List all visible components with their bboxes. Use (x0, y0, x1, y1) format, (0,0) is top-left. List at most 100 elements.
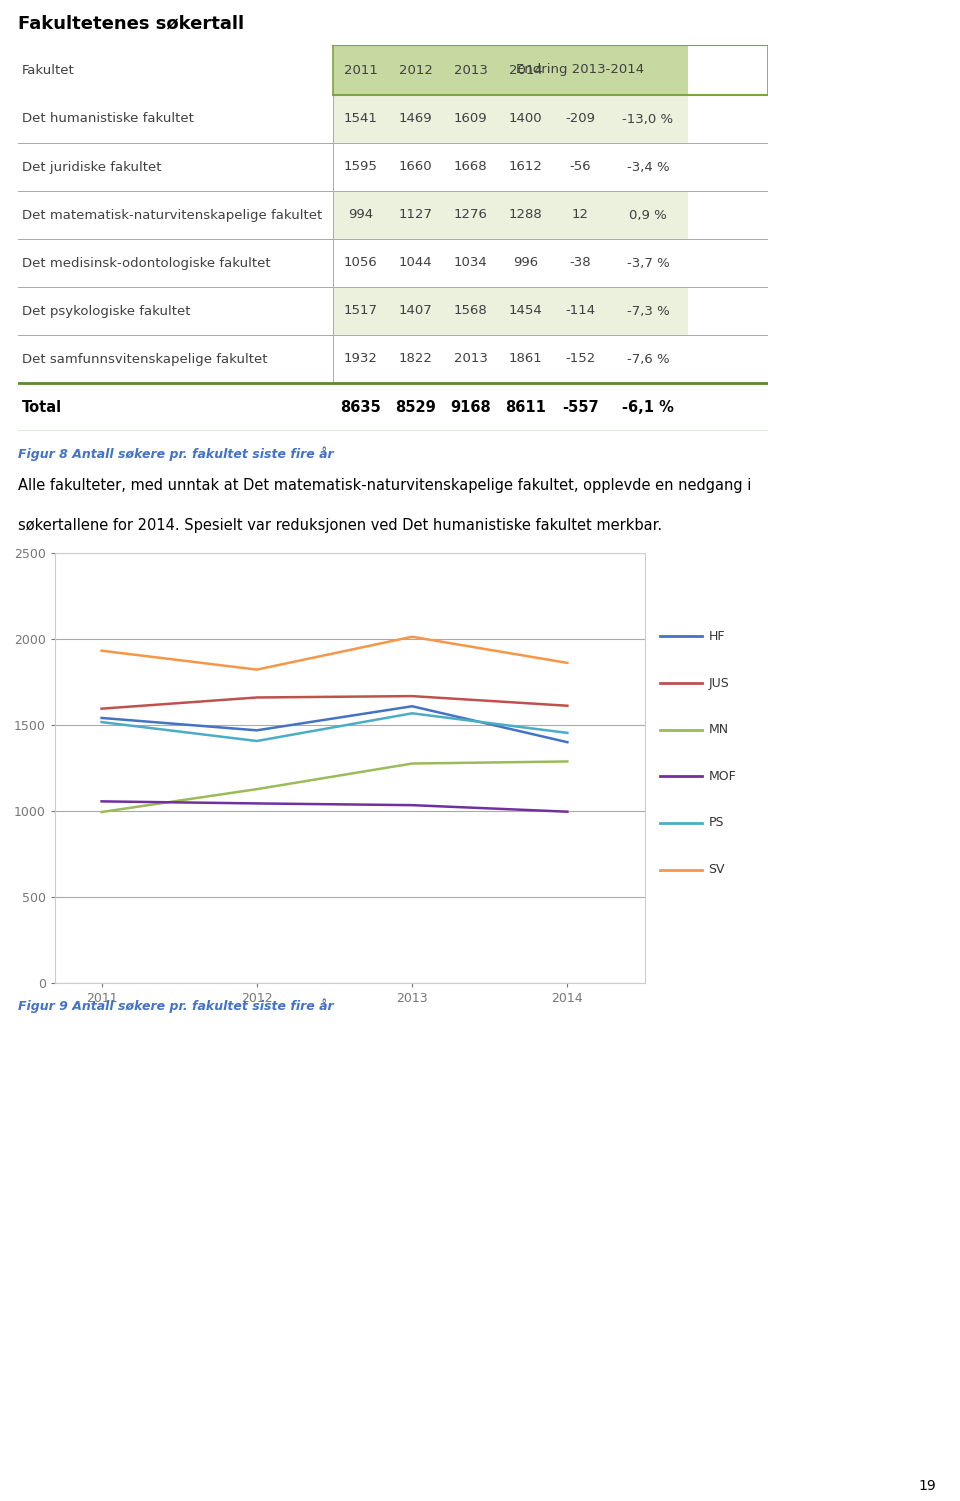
Bar (333, 287, 688, 335)
Text: 1668: 1668 (454, 161, 488, 174)
Text: MOF: MOF (708, 770, 736, 784)
Text: 9168: 9168 (450, 399, 491, 414)
Text: 0,9 %: 0,9 % (629, 209, 667, 222)
Text: 1276: 1276 (453, 209, 488, 222)
HF (252, 722, 263, 740)
HF (96, 708, 108, 726)
Text: 1612: 1612 (509, 161, 542, 174)
Text: 19: 19 (919, 1480, 936, 1493)
Text: Figur 9 Antall søkere pr. fakultet siste fire år: Figur 9 Antall søkere pr. fakultet siste… (18, 998, 334, 1013)
JUS (406, 687, 418, 705)
Text: 1541: 1541 (344, 113, 377, 126)
Text: 2013: 2013 (453, 353, 488, 366)
SV (252, 660, 263, 678)
Bar (333, 191, 688, 239)
Text: -3,4 %: -3,4 % (627, 161, 669, 174)
SV (96, 642, 108, 660)
Text: 1056: 1056 (344, 257, 377, 270)
Text: 1660: 1660 (398, 161, 432, 174)
Text: Det matematisk-naturvitenskapelige fakultet: Det matematisk-naturvitenskapelige fakul… (22, 209, 323, 222)
Line: PS: PS (102, 713, 567, 741)
Text: PS: PS (708, 817, 724, 830)
Text: -6,1 %: -6,1 % (622, 399, 674, 414)
Text: SV: SV (708, 863, 725, 877)
HF (406, 698, 418, 716)
Text: 1568: 1568 (454, 305, 488, 318)
Text: Det psykologiske fakultet: Det psykologiske fakultet (22, 305, 190, 318)
Text: 1822: 1822 (398, 353, 432, 366)
Text: 994: 994 (348, 209, 373, 222)
Text: 8529: 8529 (396, 399, 436, 414)
MN (562, 752, 573, 770)
Line: MOF: MOF (102, 802, 567, 812)
PS (252, 732, 263, 750)
Line: JUS: JUS (102, 696, 567, 708)
Text: Det samfunnsvitenskapelige fakultet: Det samfunnsvitenskapelige fakultet (22, 353, 268, 366)
Text: 1407: 1407 (398, 305, 432, 318)
PS (96, 713, 108, 731)
Text: -152: -152 (565, 353, 595, 366)
Text: 8635: 8635 (340, 399, 381, 414)
Text: Det juridiske fakultet: Det juridiske fakultet (22, 161, 161, 174)
MOF (252, 794, 263, 812)
Text: -38: -38 (569, 257, 591, 270)
Bar (333, 45, 688, 95)
Text: 1932: 1932 (344, 353, 377, 366)
SV (406, 627, 418, 645)
Text: 1127: 1127 (398, 209, 433, 222)
Text: 1034: 1034 (454, 257, 488, 270)
Text: 2012: 2012 (398, 63, 432, 77)
JUS (252, 689, 263, 707)
Text: -7,6 %: -7,6 % (627, 353, 669, 366)
Text: -3,7 %: -3,7 % (627, 257, 669, 270)
Bar (333, 143, 688, 191)
Bar (333, 239, 688, 287)
MOF (96, 793, 108, 811)
Text: 12: 12 (572, 209, 589, 222)
Text: Fakultet: Fakultet (22, 63, 75, 77)
SV (562, 654, 573, 672)
Text: 1609: 1609 (454, 113, 488, 126)
Line: MN: MN (102, 761, 567, 812)
Text: -56: -56 (569, 161, 591, 174)
Text: JUS: JUS (708, 677, 730, 689)
Text: Alle fakulteter, med unntak at Det matematisk-naturvitenskapelige fakultet, oppl: Alle fakulteter, med unntak at Det matem… (18, 477, 752, 492)
Text: MN: MN (708, 723, 729, 735)
Text: -114: -114 (565, 305, 595, 318)
MN (406, 755, 418, 773)
JUS (96, 699, 108, 717)
Text: Det medisinsk-odontologiske fakultet: Det medisinsk-odontologiske fakultet (22, 257, 271, 270)
Text: 1469: 1469 (398, 113, 432, 126)
Text: søkertallene for 2014. Spesielt var reduksjonen ved Det humanistiske fakultet me: søkertallene for 2014. Spesielt var redu… (18, 518, 662, 533)
Text: Fakultetenes søkertall: Fakultetenes søkertall (18, 14, 244, 32)
PS (406, 704, 418, 722)
Bar (333, 335, 688, 383)
Text: 8611: 8611 (505, 399, 546, 414)
Text: -7,3 %: -7,3 % (627, 305, 669, 318)
Text: -557: -557 (563, 399, 599, 414)
Bar (333, 95, 688, 143)
Text: -13,0 %: -13,0 % (622, 113, 674, 126)
Line: SV: SV (102, 636, 567, 669)
Text: 1044: 1044 (398, 257, 432, 270)
MOF (562, 803, 573, 821)
PS (562, 723, 573, 741)
Text: HF: HF (708, 630, 725, 642)
Text: Det humanistiske fakultet: Det humanistiske fakultet (22, 113, 194, 126)
Text: 1861: 1861 (509, 353, 542, 366)
Text: 1288: 1288 (509, 209, 542, 222)
Text: 2014: 2014 (509, 63, 542, 77)
Text: Figur 8 Antall søkere pr. fakultet siste fire år: Figur 8 Antall søkere pr. fakultet siste… (18, 447, 334, 461)
Text: 1517: 1517 (344, 305, 377, 318)
MN (252, 781, 263, 799)
Text: 1454: 1454 (509, 305, 542, 318)
Text: 2013: 2013 (453, 63, 488, 77)
Text: 1400: 1400 (509, 113, 542, 126)
Text: 1595: 1595 (344, 161, 377, 174)
MOF (406, 796, 418, 814)
Text: 996: 996 (513, 257, 538, 270)
MN (96, 803, 108, 821)
Text: -209: -209 (565, 113, 595, 126)
Text: Endring 2013-2014: Endring 2013-2014 (516, 63, 644, 77)
Text: Total: Total (22, 399, 62, 414)
